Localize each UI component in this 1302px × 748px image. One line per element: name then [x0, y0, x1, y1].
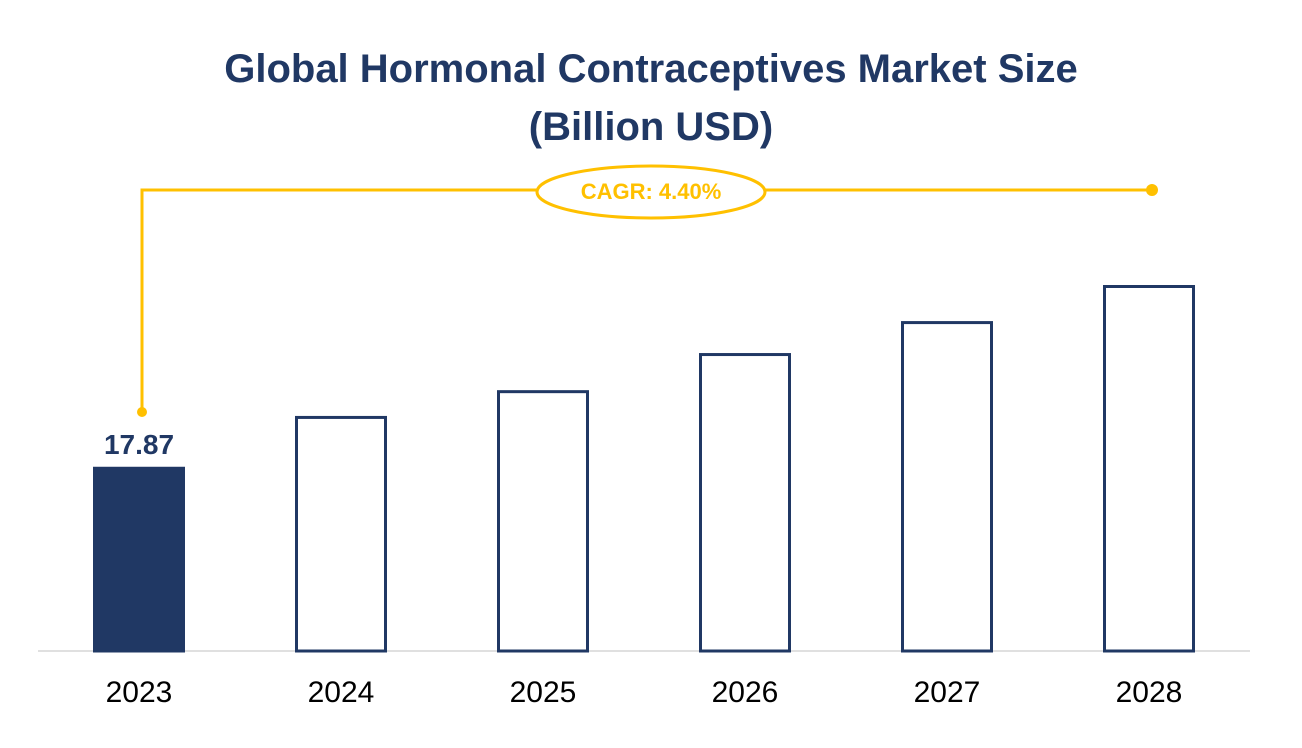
chart-title: Global Hormonal Contraceptives Market Si…	[224, 47, 1078, 149]
bar	[699, 353, 791, 653]
bar	[901, 321, 993, 653]
value-label: 17.87	[104, 429, 174, 460]
x-tick-label: 2026	[712, 676, 779, 709]
x-tick-label: 2028	[1116, 676, 1183, 709]
cagr-line	[140, 188, 1152, 412]
cagr-ellipse	[535, 164, 767, 220]
x-tick-label: 2027	[914, 676, 981, 709]
cagr-label: CAGR: 4.40%	[581, 179, 722, 204]
cagr-dot	[137, 407, 147, 417]
bar	[93, 466, 185, 653]
cagr-dot	[1146, 184, 1158, 196]
x-tick-label: 2023	[106, 676, 173, 709]
bar	[1103, 285, 1195, 653]
x-tick-label: 2025	[510, 676, 577, 709]
bar	[295, 415, 387, 653]
x-tick-label: 2024	[308, 676, 375, 709]
bar	[497, 390, 589, 653]
